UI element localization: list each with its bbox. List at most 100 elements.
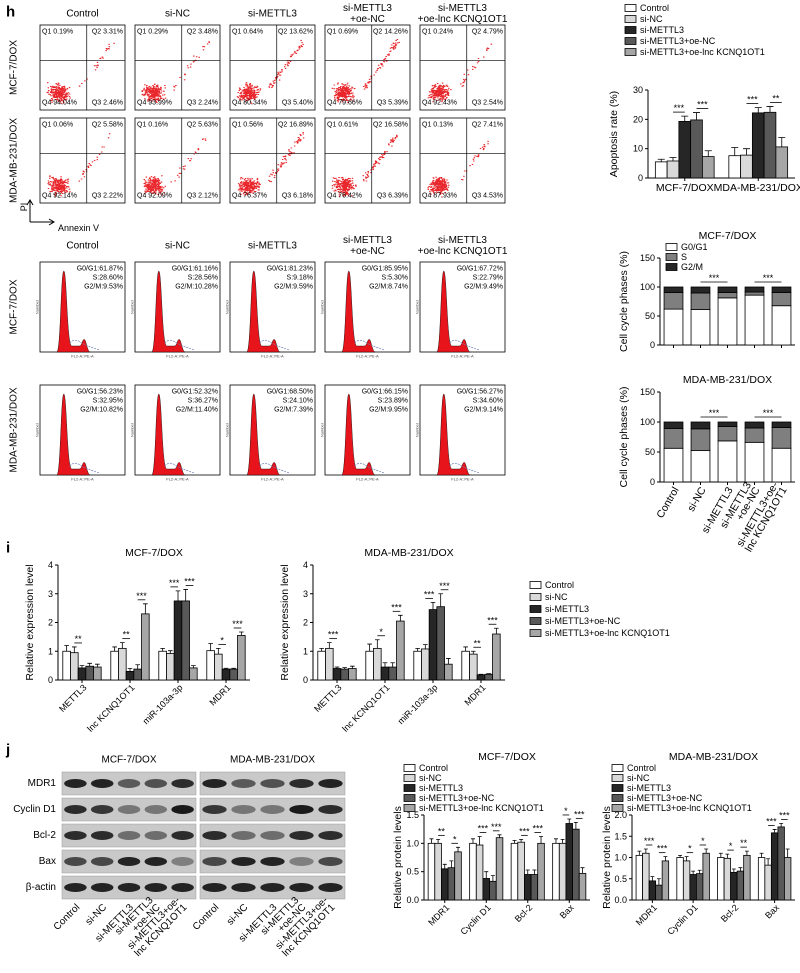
bar [517,841,525,901]
blot-band [289,779,314,788]
histogram-fit [259,339,290,351]
error-bar [573,821,578,830]
error-bar [681,115,689,122]
error-bar [697,869,702,874]
quadrant-label: Q4 92.09% [137,193,172,200]
quadrant-label: Q2 13.62% [278,29,313,36]
y-axis-label: Relative protein levels [392,806,404,909]
column-header-line: si-METTL3 [438,235,487,246]
bar [388,666,397,681]
bar [141,613,150,681]
histogram-y-label: Number [225,422,230,437]
legend-swatch [529,593,542,601]
error-bar [120,642,125,649]
blot-band [318,857,343,866]
histogram-x-label: FL2-A::PE-A [166,354,189,359]
significance-label: * [220,635,224,645]
histogram-x-label: FL2-A::PE-A [261,354,284,359]
bar [661,860,670,901]
quadrant-label: Q3 5.39% [377,100,408,107]
x-tick-label: MDA-MB-231/DOX [714,182,800,194]
significance-label: * [701,836,705,846]
legend-label: si-METTL3+oe-lnc KCNQ1OT1 [627,803,752,813]
bar [552,842,560,901]
error-bar [87,662,92,667]
error-bar [772,829,777,833]
error-bar [512,840,517,844]
significance-label: *** [766,816,777,826]
significance-label: * [453,834,457,844]
flow-frame [324,117,411,204]
error-bar [471,650,476,655]
column-header: si-METTL3 [248,9,297,20]
error-bar [382,662,388,668]
legend-label: si-METTL3+oe-NC [419,793,495,803]
error-bar [684,856,689,861]
legend-swatch [665,253,678,261]
significance-label: *** [478,824,489,834]
bar [690,119,703,179]
error-bar [436,838,441,844]
legend-swatch [403,804,416,812]
histogram-fit [354,462,385,474]
bar [317,650,326,681]
blot-band [260,857,285,866]
error-bar [112,646,117,652]
y-tick-label: 1.0 [406,838,419,848]
bar [181,600,190,681]
histogram-y-label: Number [225,299,230,314]
bar [717,857,725,901]
y-tick-label: 0 [48,675,53,685]
quadrant-label: Q4 80.34% [232,100,267,107]
quadrant-label: Q4 87.93% [422,193,457,200]
column-header-line: +oe-lnc KCNQ1OT1 [418,246,508,257]
legend-label: S [681,252,687,262]
error-bar [731,147,739,156]
bar [695,873,704,901]
phase-label: G2/M:10.82% [80,407,123,414]
bar [118,647,127,681]
histogram-frame [419,384,506,476]
histogram-frame [229,261,316,353]
legend-label: si-NC [419,773,442,783]
error-bar [484,871,489,879]
legend-swatch [611,774,624,782]
legend-label: si-METTL3+oe-NC [627,793,703,803]
quadrant-label: Q3 5.40% [282,100,313,107]
bar [578,872,587,901]
bar [434,842,442,901]
quadrant-label: Q2 16.89% [278,122,313,129]
legend-label: si-METTL3 [545,604,589,614]
column-header-line: si-METTL3 [438,3,487,14]
histogram-fit [164,339,195,351]
bar [654,161,668,179]
column-header-line: Control [66,9,98,20]
quadrant-lines [135,118,220,203]
phase-label: S:22.79% [473,275,503,282]
axis-arrows [26,199,55,226]
quadrant-label: Q4 76.37% [232,193,267,200]
bar [784,857,792,901]
error-bar [656,878,661,886]
bar-segment [663,421,684,429]
error-bar [350,665,355,669]
histogram-y-label: Number [35,299,40,314]
chart-title: MDA-MB-231/DOX [364,547,453,559]
bar [396,620,405,681]
column-header-line: si-NC [165,241,190,252]
flow-dots [46,42,115,104]
error-bar [449,860,454,868]
legend-label: G2/M [681,262,703,272]
error-bar [175,590,181,601]
quadrant-label: Q3 2.24% [187,100,218,107]
error-bar [470,838,475,844]
error-bar [718,852,723,858]
y-axis-label: Apoptosis rate (%) [608,91,620,177]
bar [770,832,779,901]
column-header: Control [66,9,98,20]
quadrant-label: Q4 79.66% [327,100,362,107]
blot-band [90,883,114,892]
error-bar [650,876,655,881]
phase-label: S:28.56% [188,275,218,282]
blot-band [260,779,285,788]
